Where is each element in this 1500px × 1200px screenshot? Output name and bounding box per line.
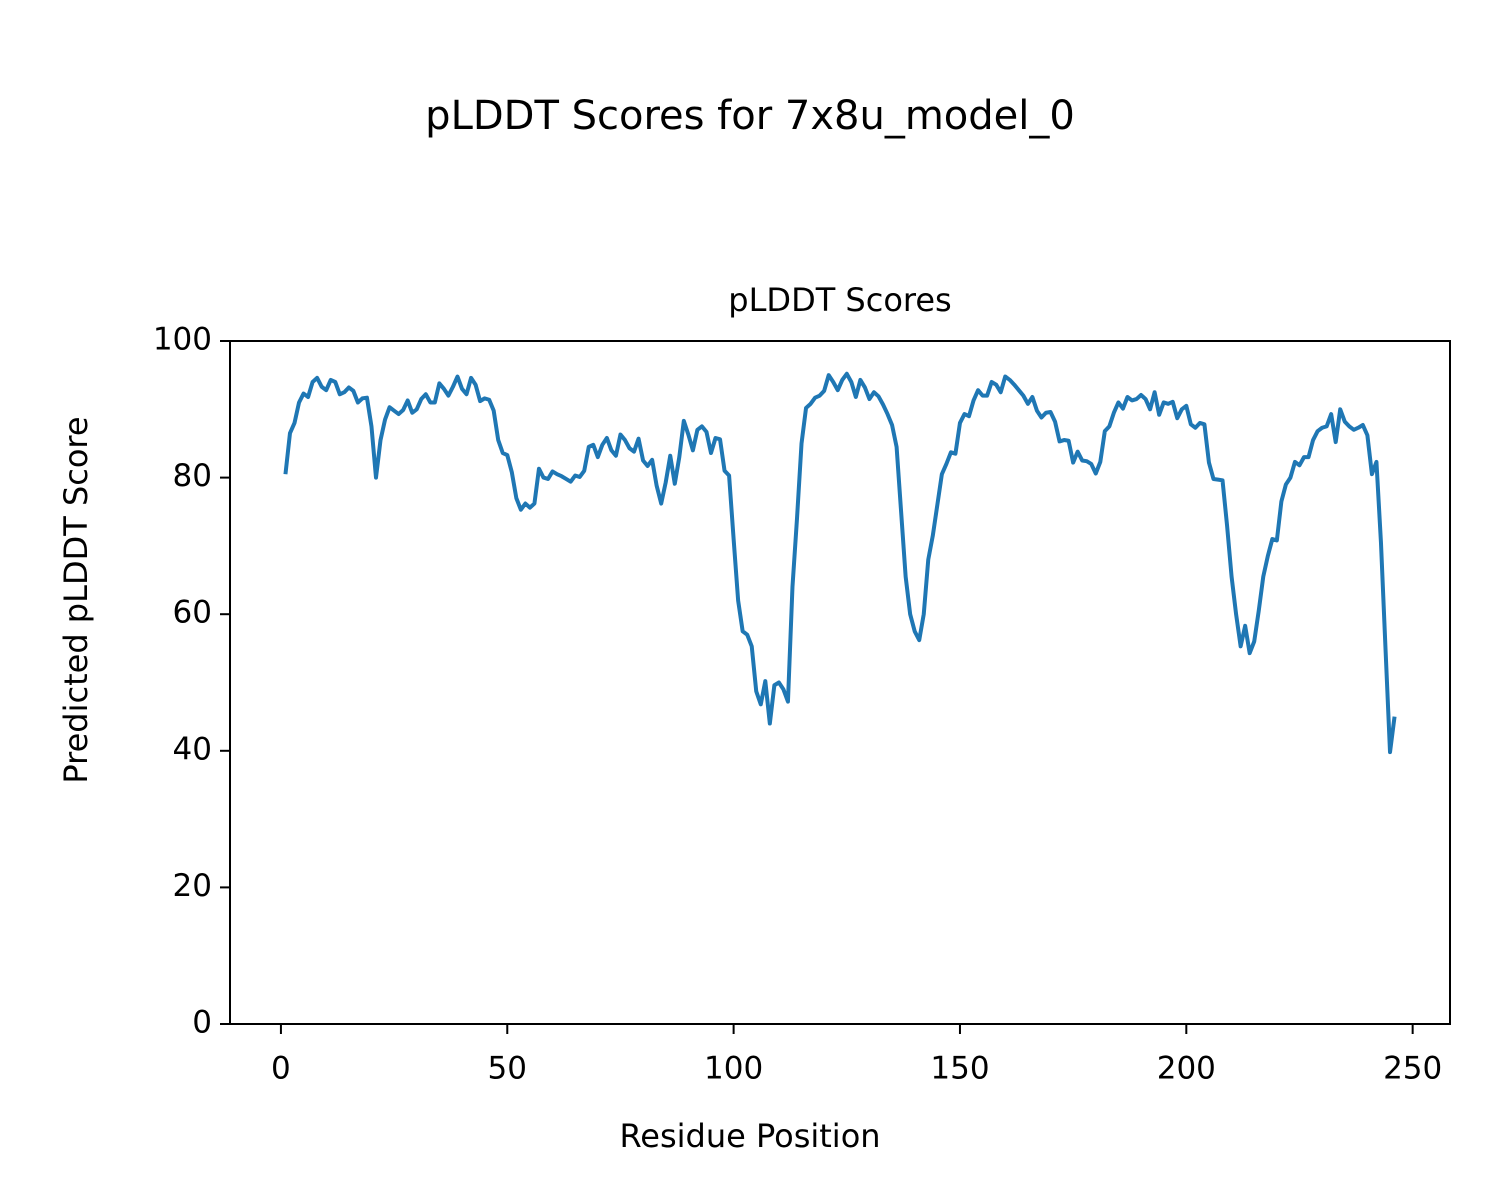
y-tick-label: 80 bbox=[173, 458, 212, 494]
y-axis-label: Predicted pLDDT Score bbox=[57, 416, 95, 783]
x-tick-label: 50 bbox=[488, 1051, 527, 1087]
figure-title: pLDDT Scores for 7x8u_model_0 bbox=[425, 93, 1075, 139]
data-line bbox=[283, 371, 1397, 755]
x-tick-label: 150 bbox=[930, 1051, 989, 1087]
axes-title: pLDDT Scores bbox=[728, 281, 951, 319]
y-tick-label: 40 bbox=[173, 731, 212, 767]
x-tick-label: 0 bbox=[271, 1051, 291, 1087]
x-tick-label: 250 bbox=[1383, 1051, 1442, 1087]
y-tick-label: 20 bbox=[173, 868, 212, 904]
y-tick-label: 60 bbox=[173, 595, 212, 631]
x-tick-label: 100 bbox=[704, 1051, 763, 1087]
y-tick-label: 100 bbox=[153, 322, 212, 358]
y-tick-label: 0 bbox=[192, 1005, 212, 1041]
x-tick-label: 200 bbox=[1157, 1051, 1216, 1087]
plot-frame bbox=[229, 340, 1451, 1025]
x-axis-label: Residue Position bbox=[619, 1117, 880, 1155]
